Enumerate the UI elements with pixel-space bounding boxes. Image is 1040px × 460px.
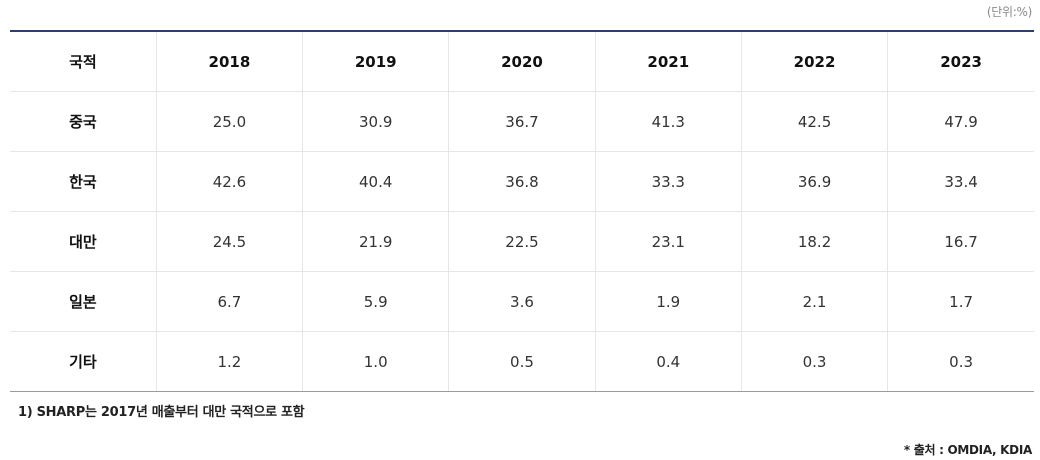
table-cell: 16.7 (887, 211, 1034, 272)
header-year: 2022 (740, 31, 888, 92)
table-row: 기타 1.2 1.0 0.5 0.4 0.3 0.3 (10, 331, 1034, 392)
table-cell: 41.3 (594, 91, 742, 152)
header-year: 2019 (302, 31, 449, 92)
row-country: 중국 (10, 91, 157, 152)
table-row: 대만 24.5 21.9 22.5 23.1 18.2 16.7 (10, 211, 1034, 272)
header-year: 2018 (155, 31, 303, 92)
table-cell: 36.7 (448, 91, 596, 152)
table-cell: 1.9 (594, 271, 742, 332)
table-cell: 42.5 (740, 91, 888, 152)
table-row: 한국 42.6 40.4 36.8 33.3 36.9 33.4 (10, 151, 1034, 212)
table-cell: 0.3 (740, 331, 888, 392)
unit-label: (단위:%) (986, 5, 1032, 19)
header-country: 국적 (10, 31, 157, 92)
table-cell: 18.2 (740, 211, 888, 272)
table-cell: 24.5 (155, 211, 303, 272)
table-cell: 36.9 (740, 151, 888, 212)
header-year: 2020 (448, 31, 596, 92)
table-cell: 1.0 (302, 331, 449, 392)
table-cell: 6.7 (155, 271, 303, 332)
table-cell: 21.9 (302, 211, 449, 272)
header-year: 2023 (887, 31, 1034, 92)
market-share-table: 국적 2018 2019 2020 2021 2022 2023 중국 25.0… (10, 30, 1034, 392)
table-cell: 22.5 (448, 211, 596, 272)
source-note: * 출처 : OMDIA, KDIA (903, 443, 1032, 457)
table-cell: 36.8 (448, 151, 596, 212)
table-row: 중국 25.0 30.9 36.7 41.3 42.5 47.9 (10, 91, 1034, 152)
row-country: 한국 (10, 151, 157, 212)
table-cell: 2.1 (740, 271, 888, 332)
table-cell: 5.9 (302, 271, 449, 332)
table-cell: 25.0 (155, 91, 303, 152)
header-year: 2021 (594, 31, 742, 92)
table-cell: 23.1 (594, 211, 742, 272)
table-cell: 3.6 (448, 271, 596, 332)
table-cell: 0.3 (887, 331, 1034, 392)
table-row: 일본 6.7 5.9 3.6 1.9 2.1 1.7 (10, 271, 1034, 332)
table-cell: 33.4 (887, 151, 1034, 212)
table-cell: 42.6 (155, 151, 303, 212)
row-country: 대만 (10, 211, 157, 272)
table-cell: 40.4 (302, 151, 449, 212)
row-country: 기타 (10, 331, 157, 392)
footnote: 1) SHARP는 2017년 매출부터 대만 국적으로 포함 (18, 405, 305, 420)
table-cell: 33.3 (594, 151, 742, 212)
table-header-row: 국적 2018 2019 2020 2021 2022 2023 (10, 31, 1034, 92)
table-cell: 0.5 (448, 331, 596, 392)
table-cell: 30.9 (302, 91, 449, 152)
table-cell: 0.4 (594, 331, 742, 392)
table-cell: 1.7 (887, 271, 1034, 332)
table-cell: 47.9 (887, 91, 1034, 152)
row-country: 일본 (10, 271, 157, 332)
table-cell: 1.2 (155, 331, 303, 392)
